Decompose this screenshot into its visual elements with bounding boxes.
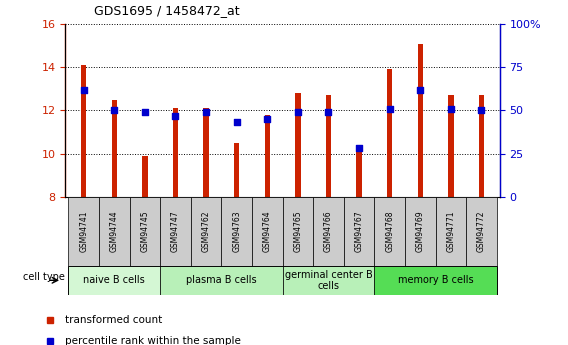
Bar bbox=[265, 115, 270, 197]
Bar bbox=[356, 151, 362, 197]
Text: GSM94765: GSM94765 bbox=[294, 210, 302, 252]
Text: GSM94763: GSM94763 bbox=[232, 210, 241, 252]
Point bbox=[171, 113, 180, 118]
Text: GSM94762: GSM94762 bbox=[202, 210, 211, 252]
Bar bbox=[325, 95, 331, 197]
Bar bbox=[222, 197, 252, 266]
Point bbox=[324, 109, 333, 115]
Point bbox=[354, 146, 364, 151]
Bar bbox=[130, 197, 160, 266]
Bar bbox=[387, 69, 392, 197]
Bar bbox=[479, 95, 485, 197]
Point bbox=[202, 109, 211, 115]
Bar bbox=[295, 93, 300, 197]
Point bbox=[416, 87, 425, 92]
Text: GSM94747: GSM94747 bbox=[171, 210, 180, 252]
Text: GSM94768: GSM94768 bbox=[385, 210, 394, 252]
Text: memory B cells: memory B cells bbox=[398, 275, 473, 285]
Point bbox=[293, 109, 302, 115]
Text: germinal center B
cells: germinal center B cells bbox=[285, 269, 373, 291]
Bar bbox=[344, 197, 374, 266]
Bar bbox=[142, 156, 148, 197]
Text: transformed count: transformed count bbox=[65, 315, 162, 325]
Point bbox=[232, 120, 241, 125]
Text: cell type: cell type bbox=[23, 273, 65, 282]
Bar bbox=[283, 197, 313, 266]
Bar bbox=[283, 266, 374, 295]
Text: plasma B cells: plasma B cells bbox=[186, 275, 257, 285]
Bar bbox=[252, 197, 283, 266]
Bar bbox=[68, 197, 99, 266]
Text: GDS1695 / 1458472_at: GDS1695 / 1458472_at bbox=[94, 4, 239, 17]
Bar bbox=[374, 266, 497, 295]
Bar bbox=[160, 266, 283, 295]
Bar bbox=[313, 197, 344, 266]
Text: GSM94741: GSM94741 bbox=[79, 210, 88, 252]
Bar bbox=[466, 197, 497, 266]
Text: GSM94745: GSM94745 bbox=[140, 210, 149, 252]
Bar bbox=[111, 100, 117, 197]
Text: GSM94771: GSM94771 bbox=[446, 210, 456, 252]
Bar bbox=[99, 197, 130, 266]
Bar bbox=[234, 143, 240, 197]
Bar bbox=[160, 197, 191, 266]
Bar bbox=[173, 108, 178, 197]
Bar bbox=[417, 43, 423, 197]
Text: percentile rank within the sample: percentile rank within the sample bbox=[65, 336, 241, 345]
Point bbox=[263, 116, 272, 122]
Bar bbox=[436, 197, 466, 266]
Text: GSM94766: GSM94766 bbox=[324, 210, 333, 252]
Text: GSM94767: GSM94767 bbox=[354, 210, 364, 252]
Point bbox=[477, 108, 486, 113]
Text: GSM94764: GSM94764 bbox=[263, 210, 272, 252]
Text: GSM94744: GSM94744 bbox=[110, 210, 119, 252]
Point bbox=[140, 109, 149, 115]
Text: GSM94772: GSM94772 bbox=[477, 210, 486, 252]
Bar bbox=[68, 266, 160, 295]
Point bbox=[385, 106, 394, 111]
Text: GSM94769: GSM94769 bbox=[416, 210, 425, 252]
Bar bbox=[81, 65, 86, 197]
Bar bbox=[448, 95, 454, 197]
Point bbox=[446, 106, 456, 111]
Point bbox=[79, 87, 88, 92]
Bar bbox=[405, 197, 436, 266]
Bar bbox=[191, 197, 222, 266]
Bar bbox=[374, 197, 405, 266]
Text: naive B cells: naive B cells bbox=[83, 275, 145, 285]
Bar bbox=[203, 108, 209, 197]
Point bbox=[110, 108, 119, 113]
